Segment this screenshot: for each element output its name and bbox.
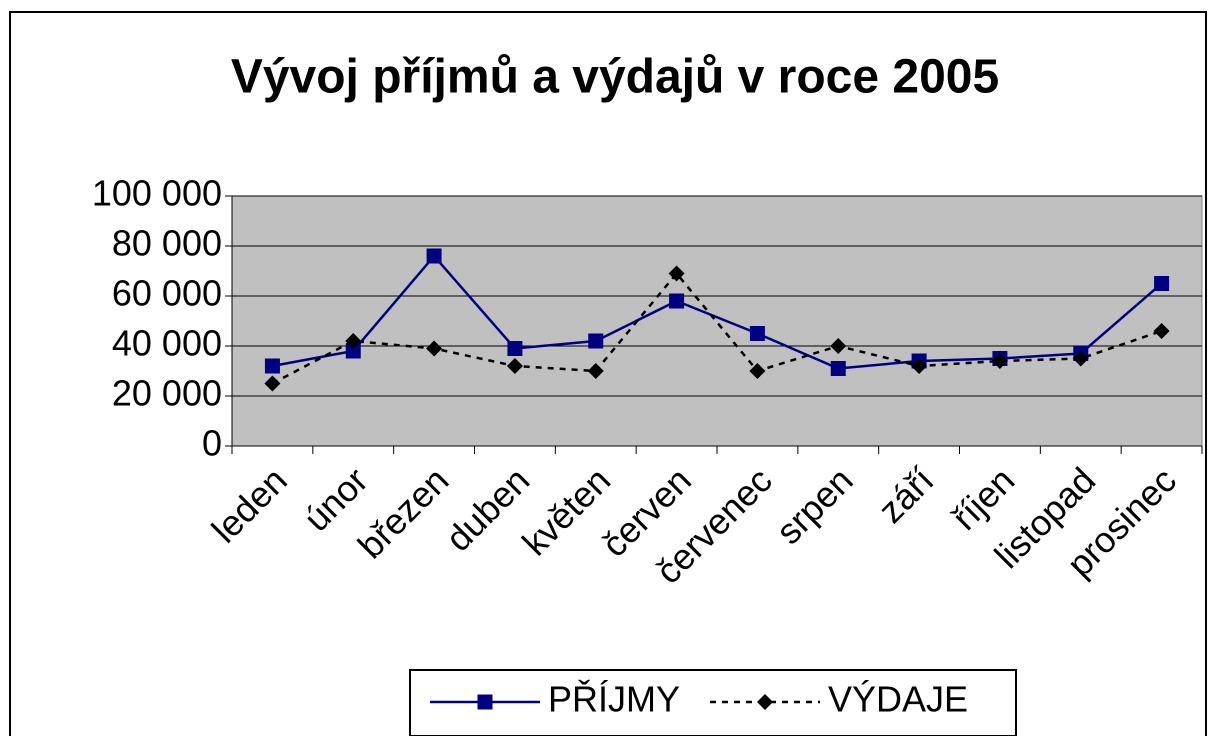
y-tick-label: 40 000 [112,323,222,364]
y-tick-label: 100 000 [92,173,222,214]
marker [477,694,493,710]
series-line [271,271,1162,385]
series-line [272,254,1163,370]
y-tick-label: 20 000 [112,373,222,414]
y-tick-label: 80 000 [112,223,222,264]
marker [830,361,846,376]
marker [587,363,604,379]
marker [991,353,1008,369]
marker [506,358,523,374]
marker [507,341,523,356]
marker [1153,323,1170,339]
marker [749,326,765,341]
marker [749,363,766,379]
marker [426,248,442,264]
marker [830,338,847,354]
marker [264,375,281,392]
chart-title: Vývoj příjmů a výdajů v roce 2005 [231,51,999,104]
marker [426,340,443,357]
marker [345,333,362,349]
marker [757,694,773,710]
marker [1072,350,1089,367]
marker [1154,276,1170,291]
plot-area [231,195,1203,447]
marker [911,358,928,374]
legend-label: VÝDAJE [828,679,968,720]
marker [588,333,604,349]
marker [264,358,280,374]
y-tick-label: 0 [202,423,222,464]
marker [668,265,685,282]
y-tick-label: 60 000 [112,273,222,314]
legend-label: PŘÍJMY [548,679,680,720]
marker [669,293,685,309]
